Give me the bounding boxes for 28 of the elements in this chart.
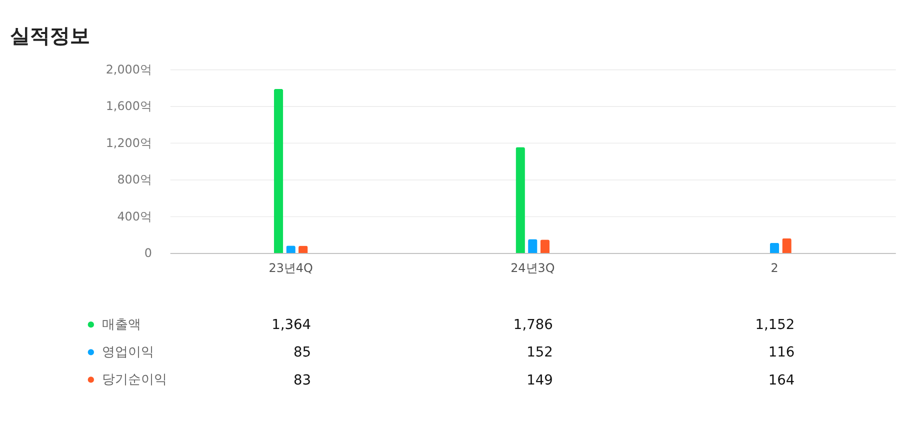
- text: 1,152: [755, 317, 795, 334]
- y-tick-label: 400억: [117, 209, 152, 224]
- text: 152: [526, 344, 553, 361]
- y-tick-label: 0: [144, 246, 152, 260]
- chart-title: 실적정보: [10, 24, 90, 48]
- text: 1,364: [272, 317, 312, 334]
- text: 149: [526, 372, 553, 388]
- bar: [782, 238, 792, 253]
- bar: [770, 242, 780, 253]
- x-tick-label: 24년3Q: [510, 260, 555, 275]
- bar: [540, 240, 550, 253]
- y-tick-label: 1,200억: [106, 136, 152, 150]
- text: 83: [293, 372, 312, 388]
- y-tick-label: 2,000억: [106, 62, 152, 76]
- legend-label: 영업이익: [102, 344, 154, 360]
- legend-label: 매출액: [102, 317, 141, 332]
- text: 116: [768, 344, 795, 361]
- text: 1,786: [513, 317, 553, 334]
- legend-label: 당기순이익: [102, 372, 167, 388]
- x-tick-label: 2: [770, 260, 778, 275]
- y-tick-label: 800억: [117, 172, 152, 187]
- y-tick-label: 1,600억: [106, 99, 152, 114]
- bar: [528, 239, 538, 253]
- text: 85: [293, 344, 312, 361]
- bar: [516, 147, 525, 253]
- bar: [274, 88, 284, 253]
- x-tick-label: 23년4Q: [268, 260, 313, 275]
- text: 164: [768, 372, 795, 388]
